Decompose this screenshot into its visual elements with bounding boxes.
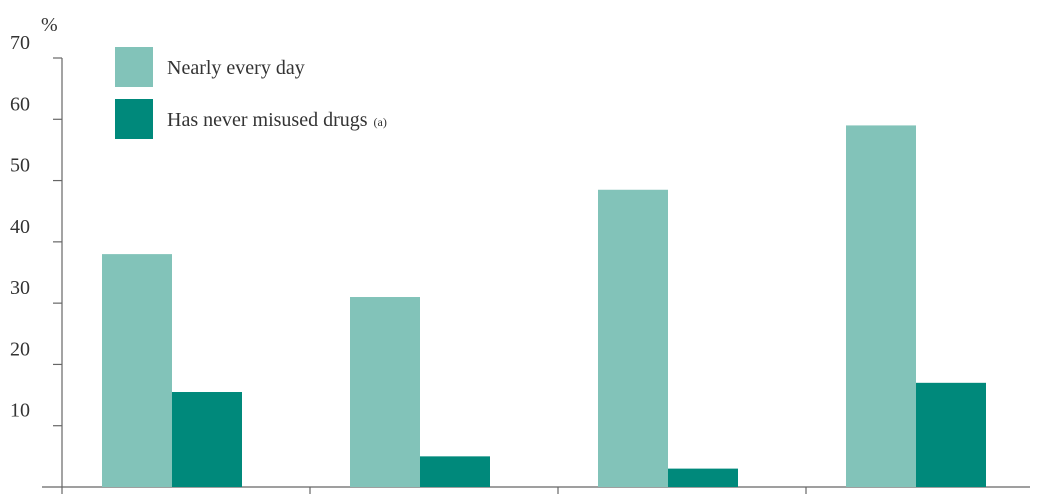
y-tick-label-30: 30 <box>10 277 30 299</box>
bar-series2-group3 <box>668 468 738 487</box>
legend-swatch-1 <box>115 47 153 87</box>
bar-series2-group1 <box>172 392 242 487</box>
bar-series1-group3 <box>598 189 668 487</box>
y-tick-label-60: 60 <box>10 93 30 115</box>
bar-series1-group2 <box>350 297 420 487</box>
bar-series1-group1 <box>102 254 172 487</box>
y-axis-unit-label: % <box>41 14 58 36</box>
y-tick-label-50: 50 <box>10 155 30 177</box>
bar-series1-group4 <box>846 125 916 488</box>
bar-series2-group4 <box>916 382 986 487</box>
legend: Nearly every day Has never misused drugs(… <box>115 47 387 139</box>
legend-label-2: Has never misused drugs (a) <box>167 109 387 131</box>
y-tick-label-70: 70 <box>10 32 30 54</box>
bar-series2-group2 <box>420 456 490 487</box>
legend-label-1: Nearly every day <box>167 57 305 79</box>
legend-swatch-2 <box>115 99 153 139</box>
legend-note-2: (a) <box>374 115 387 129</box>
bars <box>102 125 986 488</box>
y-tick-label-40: 40 <box>10 216 30 238</box>
y-tick-label-20: 20 <box>10 338 30 360</box>
y-tick-label-10: 10 <box>10 400 30 422</box>
